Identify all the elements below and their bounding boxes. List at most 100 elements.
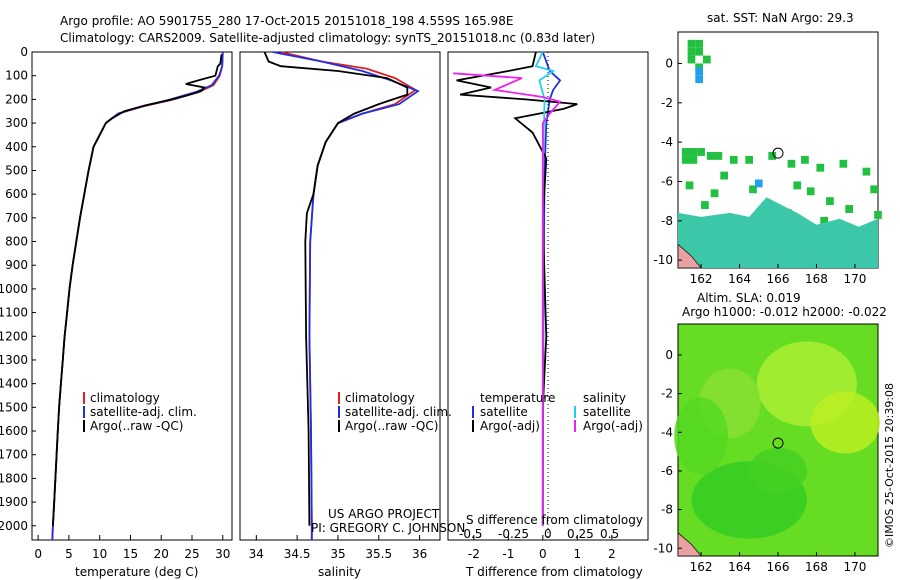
differences-x-tick-label: 0: [539, 547, 547, 561]
difference-legend: temperature salinity satellite Argo(-adj…: [472, 391, 643, 433]
sla-anomaly: [674, 397, 728, 475]
sst_map-profile-marker: [772, 147, 784, 159]
sst_map-x-tick-label: 164: [728, 272, 751, 286]
depth-tick-label: 400: [5, 140, 28, 154]
sst-cell: [720, 171, 728, 180]
sst-cell: [845, 205, 853, 213]
s-tick-5: 0.5: [600, 527, 619, 541]
depth-tick-label: 1700: [0, 448, 28, 462]
sal-legend-argo: Argo(..raw -QC): [345, 419, 438, 433]
sst-cell: [874, 210, 882, 219]
sla-map: [674, 323, 880, 557]
sst-cell: [826, 197, 834, 206]
temperature-x-tick-label: 0: [34, 547, 42, 561]
sst-cell: [703, 55, 711, 64]
temperature-line-argo-raw-qc-: [52, 54, 223, 526]
s-diff-ticks: -0.5 -0.25 0 0.25 0.5: [459, 527, 619, 541]
diff-legend-s-sat: satellite: [583, 405, 631, 419]
temperature-panel: [31, 51, 233, 541]
sla-anomaly: [749, 447, 807, 495]
depth-tick-label: 200: [5, 92, 28, 106]
imos-stamp: ©IMOS 25-Oct-2015 20:39:08: [883, 383, 896, 548]
sst-cell: [687, 47, 696, 56]
depth-tick-label: 1400: [0, 377, 28, 391]
depth-tick-label: 1000: [0, 282, 28, 296]
sst_map-x-tick-label: 162: [690, 272, 713, 286]
sst-map-axes: 162 164 166 168 170 0 -2 -4 -6 -8 -10: [653, 56, 866, 286]
salinity-x-tick-label: 36: [412, 547, 427, 561]
depth-tick-label: 1900: [0, 495, 28, 509]
temperature-x-axis: 0 5 10 15 20 25 30: [34, 535, 230, 561]
sst-cell: [681, 148, 690, 156]
sst_map-y-tick-label: -2: [661, 96, 673, 110]
temperature-x-tick-label: 25: [184, 547, 199, 561]
sla-map-title: Altim. SLA: 0.019: [697, 291, 801, 305]
sst-map: [677, 31, 882, 269]
sla_map-x-tick-label: 170: [843, 560, 866, 574]
sst-field: [678, 197, 878, 268]
depth-tick-label: 1300: [0, 353, 28, 367]
sst_map-y-tick-label: -4: [661, 135, 673, 149]
sst-cell: [697, 148, 705, 156]
sla-anomaly: [810, 391, 880, 454]
depth-tick-label: 500: [5, 163, 28, 177]
sst_map-y-tick-label: 0: [665, 56, 673, 70]
temperature-x-tick-label: 15: [123, 547, 138, 561]
sst-cell: [862, 167, 871, 176]
salinity-x-tick-label: 34: [249, 547, 264, 561]
sst-cell: [685, 181, 694, 190]
sst-cell: [695, 39, 703, 48]
diff-legend-s-argo: Argo(-adj): [583, 419, 643, 433]
salinity-xlabel: salinity: [318, 565, 361, 579]
sst-cell: [839, 159, 848, 168]
sal-legend-sat: satellite-adj. clim.: [345, 405, 452, 419]
temperature-xlabel: temperature (deg C): [75, 565, 198, 579]
depth-tick-label: 600: [5, 187, 28, 201]
temp-legend-clim: climatology: [90, 391, 160, 405]
s-tick-2: -0.25: [498, 527, 529, 541]
depth-tick-label: 300: [5, 116, 28, 130]
sst-cell: [687, 39, 696, 48]
sla_map-profile-marker: [772, 437, 784, 449]
sst_map-y-tick-label: -8: [661, 214, 673, 228]
sst-cell: [768, 151, 777, 160]
temperature-legend: climatology satellite-adj. clim. Argo(..…: [83, 391, 197, 433]
sst-cell: [689, 148, 698, 156]
depth-tick-label: 1100: [0, 306, 28, 320]
depth-tick-label: 1200: [0, 329, 28, 343]
title-line-1: Argo profile: AO 5901755_280 17-Oct-2015…: [60, 14, 513, 28]
sst-cell: [820, 216, 828, 225]
diff-legend-title-s: salinity: [583, 391, 626, 405]
depth-tick-label: 800: [5, 235, 28, 249]
s-tick-1: -0.5: [459, 527, 482, 541]
salinity-line-satellite-adj-clim-: [272, 51, 420, 540]
credit-line-2: PI: GREGORY C. JOHNSON: [311, 521, 465, 535]
sst-cell: [695, 67, 703, 76]
sst_map-x-tick-label: 168: [805, 272, 828, 286]
temperature-x-tick-label: 30: [215, 547, 230, 561]
sst-cell: [749, 185, 757, 194]
depth-tick-label: 2000: [0, 519, 28, 533]
difference-xlabel: T difference from climatology: [465, 565, 643, 579]
sst-cell: [706, 151, 715, 160]
sst-cell: [701, 201, 709, 209]
sst_map-x-tick-label: 166: [767, 272, 790, 286]
differences-x-tick-label: 2: [608, 547, 616, 561]
diff-legend-title-t: temperature: [480, 391, 555, 405]
difference-x-axis: -2 -1 0 1 2: [468, 535, 616, 561]
depth-axis: 0 100 200 300 400 500 600 700 800 900 1000 1100 1200…: [0, 45, 36, 533]
sla-map-axes: 162 164 166 168 170 0 -2 -4 -6 -8 -10: [653, 348, 866, 574]
sst_map-y-tick-label: -6: [661, 174, 673, 188]
depth-tick-label: 1800: [0, 471, 28, 485]
differences-line-salinity-argo-adj-: [453, 72, 562, 526]
differences-x-tick-label: -1: [502, 547, 514, 561]
temperature-x-tick-label: 10: [92, 547, 107, 561]
salinity-x-tick-label: 35: [330, 547, 345, 561]
salinity-line-argo-raw-qc-: [263, 51, 409, 526]
temperature-x-tick-label: 5: [65, 547, 73, 561]
sla_map-y-tick-label: -4: [661, 425, 673, 439]
sst-cell: [787, 159, 796, 168]
depth-tick-label: 900: [5, 258, 28, 272]
salinity-legend: climatology satellite-adj. clim. Argo(..…: [338, 391, 452, 433]
sla_map-y-tick-label: -10: [653, 541, 673, 555]
